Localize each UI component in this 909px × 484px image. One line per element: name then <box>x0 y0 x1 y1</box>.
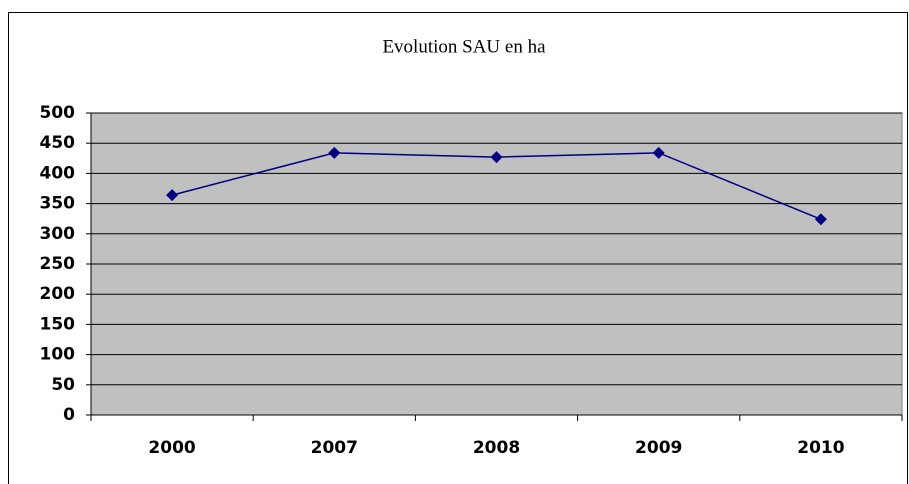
x-tick-label: 2000 <box>148 438 195 458</box>
y-tick-label: 250 <box>40 254 76 274</box>
y-tick-label: 400 <box>40 163 76 183</box>
y-tick-label: 200 <box>40 284 76 304</box>
y-tick-label: 50 <box>51 375 75 395</box>
x-tick-label: 2010 <box>797 438 844 458</box>
y-tick-label: 500 <box>40 103 76 123</box>
data-marker <box>652 146 665 159</box>
y-tick-label: 300 <box>40 224 76 244</box>
y-tick-label: 450 <box>40 133 76 153</box>
chart-title: Evolution SAU en ha <box>382 36 546 57</box>
x-tick-label: 2008 <box>473 438 520 458</box>
data-marker <box>490 151 503 164</box>
x-tick-label: 2007 <box>311 438 358 458</box>
y-tick-label: 0 <box>63 405 75 425</box>
x-tick-label: 2009 <box>635 438 682 458</box>
data-marker <box>328 146 341 159</box>
y-tick-label: 150 <box>40 314 76 334</box>
data-marker <box>814 213 827 226</box>
data-marker <box>166 189 179 202</box>
y-tick-label: 350 <box>40 194 76 214</box>
y-tick-label: 100 <box>40 345 76 365</box>
